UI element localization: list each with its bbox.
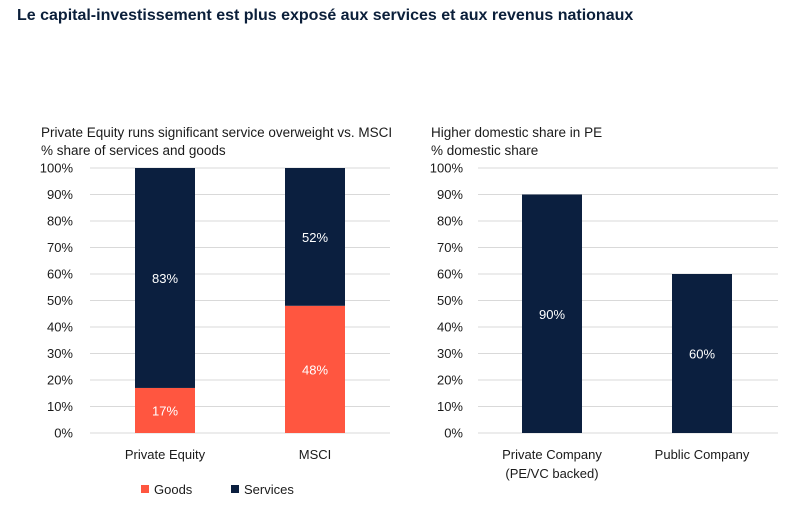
chart1-data-label: 83%	[152, 271, 178, 286]
chart1-bar-private-equity-goods	[135, 387, 195, 433]
chart1-title: Private Equity runs significant service …	[41, 125, 393, 140]
legend-swatch-goods	[141, 485, 149, 493]
chart1-ytick-label: 30%	[47, 346, 73, 361]
chart2-bar-public-company-domestic-share	[672, 274, 732, 433]
chart1-data-label: 17%	[152, 403, 178, 418]
chart1-title-block: Private Equity runs significant service …	[41, 124, 392, 160]
chart1-ytick-label: 50%	[47, 293, 73, 308]
chart1-ytick-label: 80%	[47, 214, 73, 229]
chart2-ytick-label: 20%	[437, 373, 463, 388]
chart1-data-label: 48%	[302, 362, 328, 377]
chart2-title-block: Higher domestic share in PE % domestic s…	[431, 124, 602, 160]
chart1-ytick-label: 60%	[47, 267, 73, 282]
chart2-category-label: Public Company	[655, 447, 750, 462]
chart2-ytick-label: 70%	[437, 240, 463, 255]
chart1-ytick-label: 70%	[47, 240, 73, 255]
chart2-category-label: Private Company	[502, 447, 602, 462]
chart1-ytick-label: 100%	[40, 161, 74, 176]
chart1-subtitle: % share of services and goods	[41, 143, 226, 158]
chart2-title: Higher domestic share in PE	[431, 125, 603, 140]
chart2-ytick-label: 100%	[430, 161, 464, 176]
chart2-data-label: 90%	[539, 307, 565, 322]
legend-label-goods: Goods	[154, 482, 193, 497]
chart1-category-label: Private Equity	[125, 447, 206, 462]
chart1-ytick-label: 20%	[47, 373, 73, 388]
chart2-ytick-label: 0%	[444, 426, 463, 441]
chart2-bar-private-company-domestic-share	[522, 194, 582, 433]
chart2-ytick-label: 90%	[437, 187, 463, 202]
legend-label-services: Services	[244, 482, 294, 497]
page-title: Le capital-investissement est plus expos…	[17, 7, 634, 24]
chart1-ytick-label: 90%	[47, 187, 73, 202]
chart2-ytick-label: 80%	[437, 214, 463, 229]
legend-swatch-services	[231, 485, 239, 493]
chart1-bar-msci-goods	[285, 305, 345, 433]
chart2-ytick-label: 30%	[437, 346, 463, 361]
chart2-data-label: 60%	[689, 347, 715, 362]
chart2-subtitle: % domestic share	[431, 143, 539, 158]
chart2-ytick-label: 10%	[437, 399, 463, 414]
chart2-ytick-label: 40%	[437, 320, 463, 335]
chart1-ytick-label: 0%	[54, 426, 73, 441]
chart2-category-label: (PE/VC backed)	[505, 466, 598, 481]
chart1-ytick-label: 10%	[47, 399, 73, 414]
chart1-data-label: 52%	[302, 230, 328, 245]
chart1-category-label: MSCI	[299, 447, 332, 462]
chart2-ytick-label: 50%	[437, 293, 463, 308]
chart1-ytick-label: 40%	[47, 320, 73, 335]
chart2-ytick-label: 60%	[437, 267, 463, 282]
chart1-bar-private-equity-services	[135, 168, 195, 388]
chart1-bar-msci-services	[285, 168, 345, 306]
